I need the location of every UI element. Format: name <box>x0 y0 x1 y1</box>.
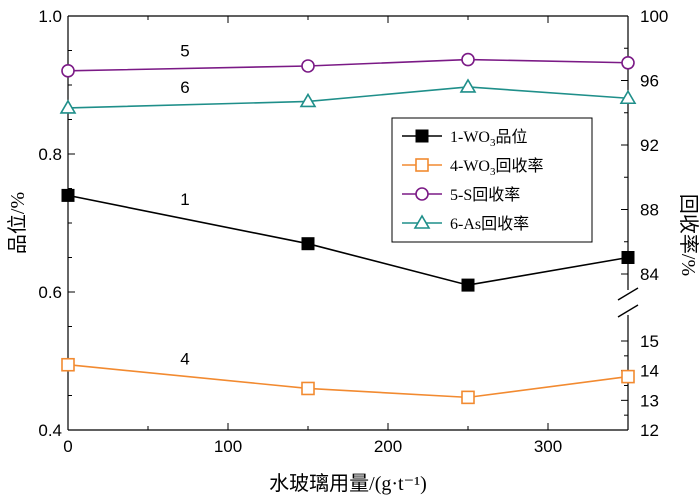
right-upper-tick-label: 92 <box>640 136 659 155</box>
legend-item: 4-WO3回收率 <box>402 157 544 178</box>
data-point <box>459 78 477 93</box>
legend-item: 1-WO3品位 <box>402 128 528 149</box>
x-tick-label: 0 <box>63 437 72 456</box>
legend-marker <box>413 214 431 229</box>
data-point <box>621 55 635 70</box>
left-tick-label: 0.4 <box>38 421 62 440</box>
series-s1: 1 <box>61 188 635 292</box>
right-lower-tick-label: 14 <box>640 362 659 381</box>
legend-marker <box>415 129 429 143</box>
series-s4: 4 <box>61 349 635 405</box>
legend-label-subscript: 3 <box>490 137 496 149</box>
x-tick-label: 100 <box>214 437 242 456</box>
data-point <box>301 237 315 251</box>
curve-label: 1 <box>180 190 189 209</box>
legend-label: 1-WO3品位 <box>450 128 528 149</box>
series-line <box>67 363 629 399</box>
legend-item: 5-S回收率 <box>402 186 520 204</box>
legend-label-suffix: 品位 <box>495 128 527 146</box>
legend-label: 4-WO3回收率 <box>450 157 544 178</box>
right-upper-tick-label: 100 <box>640 7 668 26</box>
series-line <box>67 58 629 72</box>
right-upper-tick-label: 88 <box>640 201 659 220</box>
right-lower-tick-label: 12 <box>640 421 659 440</box>
x-tick-label: 300 <box>534 437 562 456</box>
legend-marker <box>415 187 429 201</box>
data-point <box>461 390 475 405</box>
curve-label: 4 <box>180 349 189 368</box>
legend-label-main: 4-WO <box>450 158 490 175</box>
data-point <box>621 251 635 264</box>
axis-break-mark <box>617 304 639 318</box>
left-axis-title: 品位/% <box>6 192 29 254</box>
data-point <box>301 381 315 396</box>
curve-label: 5 <box>180 41 189 60</box>
data-point <box>621 369 635 384</box>
left-y-ticks: 0.4 0.6 0.8 1.0 <box>38 7 75 440</box>
data-point <box>461 278 475 292</box>
data-point <box>61 188 75 202</box>
x-tick-label: 200 <box>374 437 402 456</box>
x-axis-title: 水玻璃用量/(g·t⁻¹) <box>269 472 427 495</box>
left-tick-label: 1.0 <box>38 7 62 26</box>
left-tick-label: 0.8 <box>38 145 62 164</box>
legend-label-main: 6-As回收率 <box>450 215 529 233</box>
legend-label-subscript: 3 <box>490 166 496 178</box>
right-lower-tick-label: 13 <box>640 391 659 410</box>
data-point <box>619 89 637 105</box>
curve-label: 6 <box>180 78 189 97</box>
left-tick-label: 0.6 <box>38 283 62 302</box>
series-line <box>67 194 629 286</box>
series-s5: 5 <box>61 41 635 78</box>
axis-break-mark <box>617 287 639 301</box>
series-s6: 6 <box>59 78 637 114</box>
data-point <box>59 99 77 114</box>
x-ticks: 0 100 200 300 <box>63 16 629 456</box>
right-upper-tick-label: 96 <box>640 72 659 91</box>
data-point <box>299 92 317 108</box>
data-point <box>61 357 75 372</box>
legend-label: 6-As回收率 <box>450 215 529 233</box>
right-y-ticks: 84 88 92 96 100 12 13 14 15 <box>621 7 668 440</box>
right-lower-tick-label: 15 <box>640 332 659 351</box>
right-upper-tick-label: 84 <box>640 265 659 284</box>
right-axis-title: 回收率/% <box>677 194 700 276</box>
legend-label-suffix: 回收率 <box>495 157 543 175</box>
data-point <box>461 52 475 67</box>
data-point <box>61 64 75 78</box>
legend-marker <box>415 158 429 172</box>
legend-label-main: 5-S回收率 <box>450 186 520 204</box>
legend-label: 5-S回收率 <box>450 186 520 204</box>
data-point <box>301 59 315 73</box>
series-line <box>67 86 629 109</box>
legend-item: 6-As回收率 <box>402 214 529 233</box>
legend-label-main: 1-WO <box>450 129 490 146</box>
